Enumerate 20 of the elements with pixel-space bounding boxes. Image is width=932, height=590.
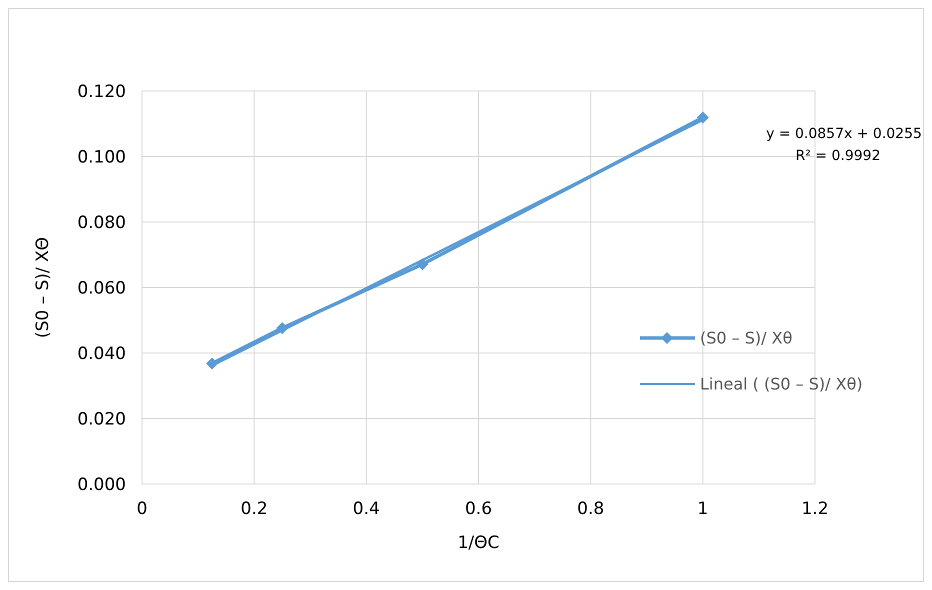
y-tick-label: 0.040	[77, 344, 126, 364]
x-axis-title: 1/ΘC	[458, 533, 500, 553]
x-tick-label: 0.6	[464, 499, 492, 519]
y-axis-title: (S0 – S)/ XΘ	[33, 236, 53, 338]
legend-label: (S0 – S)/ Xθ	[700, 328, 792, 348]
y-tick-label: 0.060	[77, 278, 126, 298]
x-tick-label: 0	[136, 499, 148, 519]
x-tick-label: 1.2	[801, 499, 829, 519]
y-tick-label: 0.020	[77, 409, 126, 430]
annotation: R² = 0.9992	[796, 148, 880, 164]
y-tick-label: 0.120	[77, 82, 126, 102]
legend-label: Lineal ( (S0 – S)/ Xθ)	[700, 374, 863, 394]
y-tick-label: 0.100	[77, 147, 126, 168]
y-tick-label: 0.000	[77, 474, 126, 495]
y-tick-label: 0.080	[77, 212, 126, 233]
x-tick-label: 0.8	[577, 499, 604, 519]
x-tick-label: 0.4	[352, 499, 380, 519]
x-tick-label: 1	[697, 499, 708, 519]
annotation: y = 0.0857x + 0.0255	[766, 126, 922, 142]
x-tick-label: 0.2	[240, 499, 268, 519]
